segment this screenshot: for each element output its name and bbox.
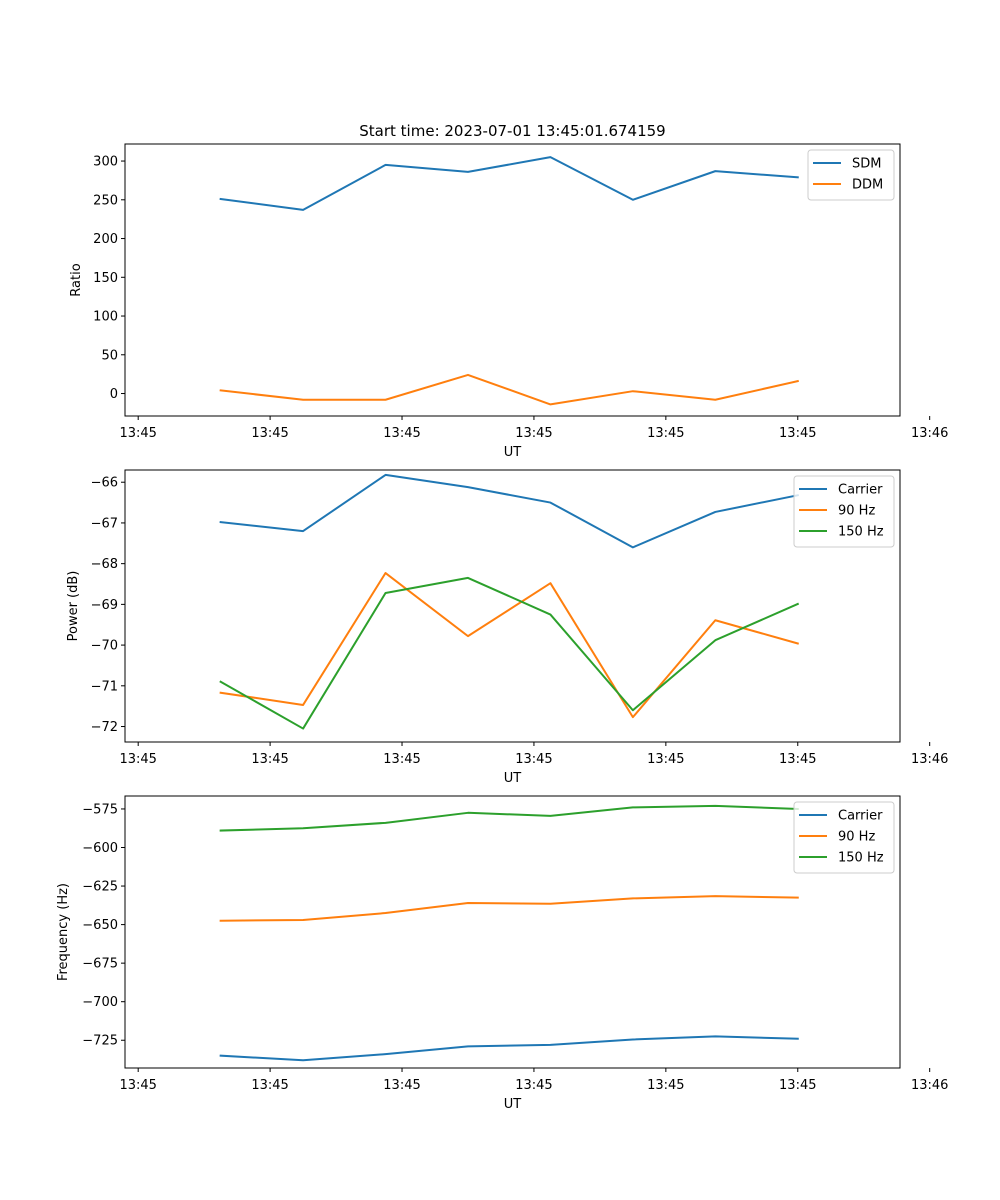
y-tick-label: −650	[82, 918, 118, 933]
series-line-150-hz	[219, 804, 799, 832]
legend-label-sdm: SDM	[852, 157, 881, 172]
series-line-carrier	[219, 473, 799, 549]
plot-frame	[124, 469, 901, 743]
series-line-150-hz	[219, 576, 800, 730]
legend-label-ddm: DDM	[852, 178, 883, 193]
y-tick-label: −71	[91, 679, 118, 694]
legend-label-carrier: Carrier	[838, 809, 883, 824]
y-tick-label: 150	[93, 271, 118, 286]
series-line-90-hz	[219, 572, 800, 719]
x-tick-label: 13:46	[911, 752, 948, 767]
x-tick-label: 13:45	[515, 1078, 552, 1093]
x-axis-label: UT	[504, 445, 522, 460]
legend: Carrier 90 Hz 150 Hz	[793, 475, 895, 548]
y-tick-label: −675	[82, 957, 118, 972]
y-tick-label: −725	[82, 1034, 118, 1049]
legend-box	[793, 801, 895, 874]
y-tick-label: 200	[93, 232, 118, 247]
legend-label-150-hz: 150 Hz	[838, 525, 884, 540]
x-tick-label: 13:45	[515, 426, 552, 441]
y-tick-label: −575	[82, 802, 118, 817]
series-line-ddm	[219, 373, 799, 406]
y-tick-label: −600	[82, 841, 118, 856]
legend-label-90-hz: 90 Hz	[838, 504, 875, 519]
legend: SDM DDM	[807, 149, 895, 201]
y-tick-label: −67	[91, 516, 118, 531]
chart-panel-3: 13:45 13:45 13:45 13:45 13:45 13:45 13:46 −725 −…	[56, 795, 948, 1112]
x-tick-label: 13:46	[911, 1078, 948, 1093]
x-tick-label: 13:46	[911, 426, 948, 441]
y-tick-label: −625	[82, 880, 118, 895]
x-tick-label: 13:45	[251, 1078, 288, 1093]
y-tick-label: 300	[93, 155, 118, 170]
legend-box	[793, 475, 895, 548]
y-axis-label: Power (dB)	[66, 571, 81, 642]
x-axis-label: UT	[504, 1097, 522, 1112]
series-line-carrier	[219, 1035, 799, 1062]
y-tick-label: −68	[91, 557, 118, 572]
x-tick-label: 13:45	[119, 1078, 156, 1093]
y-tick-label: −70	[91, 639, 118, 654]
y-tick-label: −69	[91, 598, 118, 613]
plot-frame	[124, 143, 901, 417]
figure-title: Start time: 2023-07-01 13:45:01.674159	[359, 122, 665, 140]
x-tick-label: 13:45	[779, 752, 816, 767]
x-tick-label: 13:45	[647, 426, 684, 441]
x-axis-label: UT	[504, 771, 522, 786]
y-axis-label: Frequency (Hz)	[56, 883, 71, 981]
x-tick-label: 13:45	[647, 1078, 684, 1093]
legend-label-150-hz: 150 Hz	[838, 851, 884, 866]
legend-label-carrier: Carrier	[838, 483, 883, 498]
plot-frame	[124, 795, 901, 1069]
x-tick-label: 13:45	[647, 752, 684, 767]
y-tick-label: 0	[110, 387, 118, 402]
y-tick-label: 50	[101, 348, 118, 363]
x-tick-label: 13:45	[251, 426, 288, 441]
x-tick-label: 13:45	[119, 752, 156, 767]
legend: Carrier 90 Hz 150 Hz	[793, 801, 895, 874]
x-tick-label: 13:45	[383, 1078, 420, 1093]
y-tick-label: 250	[93, 193, 118, 208]
y-tick-label: −700	[82, 995, 118, 1010]
y-axis-label: Ratio	[69, 263, 84, 296]
chart-panel-2: 13:45 13:45 13:45 13:45 13:45 13:45 13:46 −72 −7…	[66, 469, 948, 786]
chart-panel-1: 13:45 13:45 13:45 13:45 13:45 13:45 13:46 0 50 10…	[69, 143, 948, 460]
x-tick-label: 13:45	[383, 752, 420, 767]
series-line-90-hz	[219, 895, 799, 922]
x-tick-label: 13:45	[515, 752, 552, 767]
series-line-sdm	[219, 156, 799, 211]
y-tick-label: −66	[91, 476, 118, 491]
x-tick-label: 13:45	[251, 752, 288, 767]
y-tick-label: −72	[91, 720, 118, 735]
x-tick-label: 13:45	[779, 426, 816, 441]
x-tick-label: 13:45	[779, 1078, 816, 1093]
y-tick-label: 100	[93, 310, 118, 325]
x-tick-label: 13:45	[119, 426, 156, 441]
x-tick-label: 13:45	[383, 426, 420, 441]
legend-label-90-hz: 90 Hz	[838, 830, 875, 845]
